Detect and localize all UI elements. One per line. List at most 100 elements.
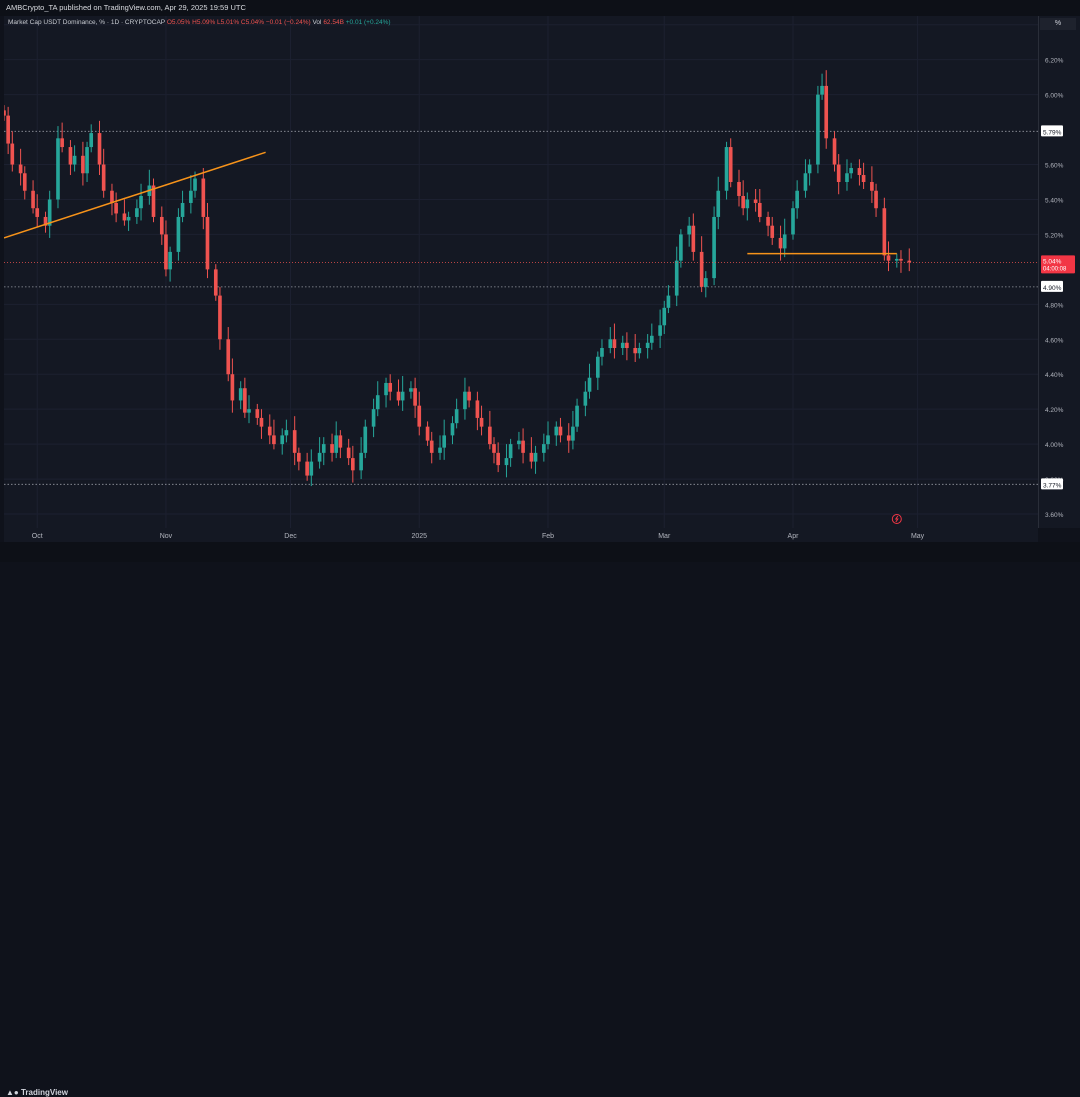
candle-body	[529, 452, 534, 462]
candle-body	[488, 426, 492, 445]
candle-body	[22, 173, 27, 191]
candle	[110, 183, 114, 216]
candle-body	[243, 388, 247, 413]
candle-body	[824, 85, 829, 139]
candle	[47, 190, 52, 238]
candle-body	[371, 409, 376, 427]
candle	[454, 398, 459, 429]
tradingview-icon: ▲●	[6, 1088, 19, 1097]
price-axis[interactable]: 3.60%3.80%4.00%4.20%4.40%4.60%4.80%5.20%…	[1038, 16, 1080, 528]
candle	[870, 166, 874, 203]
candle	[836, 154, 841, 195]
candle	[97, 120, 102, 176]
candle	[226, 327, 231, 382]
candle-body	[712, 216, 716, 279]
candle	[189, 175, 193, 214]
candle	[85, 141, 89, 183]
candle	[305, 452, 309, 481]
candle-body	[180, 202, 185, 217]
candle	[699, 236, 704, 293]
footer: ▲● TradingView	[0, 542, 1080, 1097]
candle-body	[317, 452, 322, 462]
candle	[388, 374, 393, 401]
candle	[230, 358, 235, 413]
percent-scale-button[interactable]: %	[1040, 18, 1076, 30]
countdown-text: 04:00:08	[1043, 266, 1067, 272]
x-tick-label: Mar	[658, 533, 671, 540]
candle-body	[139, 195, 143, 209]
price-label: 5.79%	[1041, 125, 1063, 137]
candle-body	[85, 147, 89, 174]
candle	[164, 220, 168, 277]
candle	[845, 159, 849, 191]
candle	[72, 145, 77, 172]
candle-body	[575, 405, 579, 427]
candle-body	[517, 440, 521, 445]
candle	[874, 183, 878, 217]
candle	[849, 162, 853, 179]
candle-body	[724, 147, 729, 191]
candle-body	[703, 278, 708, 287]
candle-body	[213, 269, 218, 296]
candle-body	[845, 173, 849, 183]
candle	[272, 419, 276, 450]
candle-body	[633, 348, 638, 354]
candle	[712, 206, 716, 286]
candle	[521, 428, 525, 464]
candle-body	[554, 426, 559, 436]
candle-body	[803, 173, 808, 191]
candle	[691, 213, 696, 261]
candle	[255, 403, 260, 425]
candle	[35, 194, 40, 228]
candle	[238, 381, 243, 410]
candle	[267, 414, 272, 445]
x-tick-label: May	[911, 533, 925, 540]
candle-body	[413, 388, 417, 406]
candle-body	[272, 435, 276, 445]
candle	[413, 377, 417, 418]
candle	[687, 216, 692, 247]
candle	[857, 159, 862, 186]
candle	[899, 250, 903, 273]
candle	[247, 395, 251, 424]
chart-area[interactable]	[2, 12, 1038, 528]
candle	[139, 183, 143, 221]
candle	[409, 381, 413, 399]
candle-body	[658, 325, 662, 336]
price-chart[interactable]	[2, 12, 1038, 528]
candle-body	[43, 216, 48, 226]
candle	[824, 70, 829, 149]
candle-body	[679, 234, 683, 261]
flash-icon[interactable]	[891, 514, 902, 524]
candle-body	[894, 258, 899, 261]
candle	[533, 445, 538, 474]
time-axis[interactable]: Oct Nov Dec 2025 Feb Mar Apr May	[4, 528, 1038, 542]
candle	[662, 300, 667, 335]
candle-body	[757, 202, 762, 217]
candle	[795, 180, 799, 219]
candle	[442, 419, 446, 460]
candle	[816, 85, 820, 174]
candle	[89, 124, 94, 153]
candle	[81, 141, 85, 186]
y-tick-label: 4.40%	[1045, 372, 1064, 379]
candle-body	[330, 444, 334, 453]
candle	[43, 211, 48, 233]
candle	[122, 199, 127, 226]
candle-body	[816, 94, 820, 165]
candle-body	[753, 199, 758, 203]
candle	[770, 216, 775, 245]
candle	[297, 447, 301, 471]
candle	[546, 421, 550, 450]
y-tick-label: 5.20%	[1045, 232, 1064, 239]
candle-body	[359, 452, 363, 471]
candle-body	[259, 417, 264, 427]
candle	[612, 323, 617, 359]
x-tick-label: Apr	[788, 533, 800, 540]
candle-body	[114, 202, 118, 214]
candle-body	[400, 391, 405, 401]
candle	[2, 105, 6, 121]
candle	[542, 433, 546, 462]
x-tick-label: Nov	[160, 533, 173, 540]
candle	[679, 229, 683, 268]
